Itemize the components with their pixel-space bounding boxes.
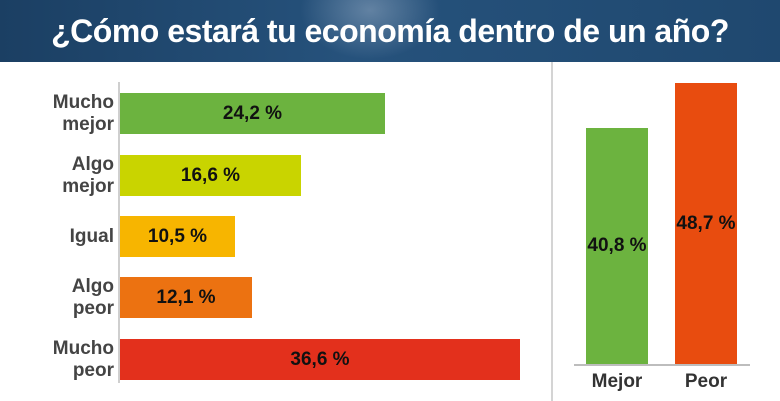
category-label: Mucho mejor	[30, 92, 114, 136]
bar-igual: 10,5 %	[120, 216, 235, 257]
bar-value-label: 36,6 %	[290, 348, 350, 370]
category-label: Peor	[684, 371, 728, 392]
bar-algo-peor: 12,1 %	[120, 277, 252, 318]
category-label-line: peor	[72, 359, 114, 381]
category-label: Igual	[30, 226, 114, 248]
category-label: Algo peor	[30, 276, 114, 320]
bar-algo-mejor: 16,6 %	[120, 155, 301, 196]
bar-mucho-mejor: 24,2 %	[120, 93, 385, 134]
bar-value-label: 24,2 %	[222, 102, 283, 124]
bar-peor: 48,7 %	[675, 83, 737, 364]
bar-value-label: 10,5 %	[147, 225, 208, 247]
category-label-line: mejor	[62, 175, 114, 197]
vertical-chart-baseline	[574, 364, 750, 366]
category-label-line: mejor	[62, 113, 114, 135]
category-label: Mejor	[591, 371, 643, 392]
category-label-line: Mucho	[52, 337, 114, 359]
bar-value-label: 40,8 %	[587, 235, 647, 256]
category-label-line: Algo	[71, 275, 114, 297]
bar-mucho-peor: 36,6 %	[120, 339, 520, 380]
bar-value-label: 48,7 %	[676, 212, 736, 234]
category-label: Mucho peor	[30, 338, 114, 382]
left-axis-line	[118, 82, 120, 383]
category-label-line: Algo	[71, 153, 114, 175]
category-label-line: peor	[72, 297, 114, 319]
title-banner: ¿Cómo estará tu economía dentro de un añ…	[0, 0, 780, 62]
bar-value-label: 12,1 %	[156, 286, 216, 308]
category-label-line: Igual	[69, 225, 114, 247]
chart-title: ¿Cómo estará tu economía dentro de un añ…	[51, 13, 729, 49]
category-label-line: Mucho	[52, 91, 114, 113]
chart-divider	[551, 62, 553, 401]
bar-mejor: 40,8 %	[586, 128, 648, 364]
bar-value-label: 16,6 %	[180, 164, 241, 186]
category-label: Algo mejor	[30, 154, 114, 198]
